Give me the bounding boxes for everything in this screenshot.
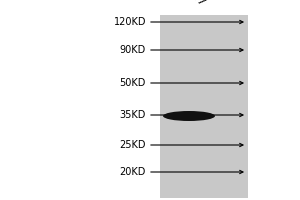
- Text: 25KD: 25KD: [119, 140, 146, 150]
- Text: U87: U87: [184, 0, 206, 8]
- Text: 20KD: 20KD: [120, 167, 146, 177]
- Text: 90KD: 90KD: [120, 45, 146, 55]
- Text: 50KD: 50KD: [120, 78, 146, 88]
- Ellipse shape: [163, 111, 215, 121]
- Text: 35KD: 35KD: [120, 110, 146, 120]
- Text: 120KD: 120KD: [113, 17, 146, 27]
- Bar: [160, 15, 248, 198]
